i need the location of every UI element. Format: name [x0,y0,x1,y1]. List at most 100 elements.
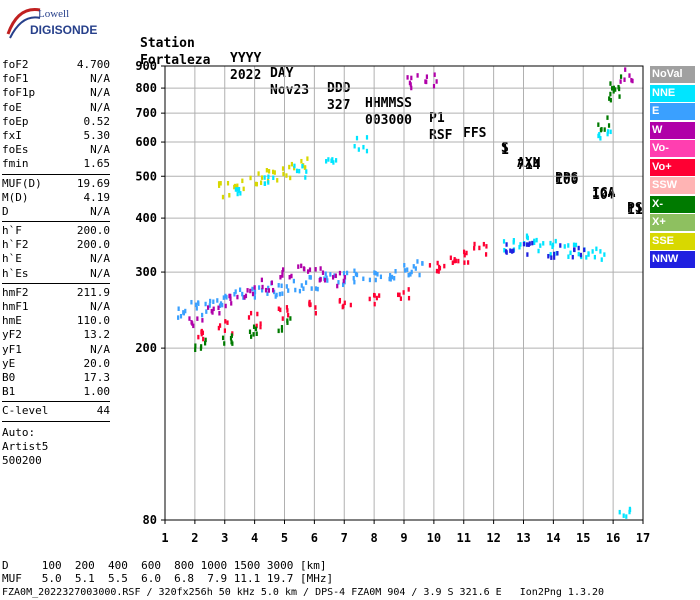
echo-point [551,244,554,250]
echo-point [622,513,625,518]
echo-point [177,306,180,311]
echo-point [297,264,300,269]
echo-point [286,320,289,325]
echo-point [624,67,627,72]
echo-point [252,324,256,330]
header-value-s: 1 [501,143,509,158]
params-divider [2,282,110,284]
param-value: N/A [90,86,110,100]
echo-point [473,241,476,247]
param-value: N/A [90,266,110,280]
echo-point [294,287,297,293]
param-row: hmF1 N/A [2,300,110,314]
echo-point [287,288,290,293]
y-tick-label: 200 [135,341,157,355]
echo-point [343,274,346,280]
echo-point [234,187,237,192]
echo-point [463,260,466,265]
echo-point [288,274,291,280]
echo-point [179,313,183,319]
logo-text-lowell: Lowell [38,8,70,20]
x-tick-label: 15 [576,531,590,545]
echo-point [277,283,280,288]
echo-point [226,320,229,325]
echo-point [306,269,310,274]
header-label-iga: IGA [592,186,616,201]
echo-point [224,319,227,324]
echo-point [261,284,264,290]
header-label-pps: PPS [555,171,579,186]
header-label-station: Station [140,36,195,51]
echo-point [505,242,508,247]
echo-point [549,240,552,246]
params-divider [2,420,110,422]
y-tick-label: 80 [143,513,157,527]
echo-point [247,315,251,320]
header-value-day: Nov23 [270,83,310,98]
echo-point [259,324,262,330]
echo-point [618,509,621,515]
echo-point [304,175,307,180]
echo-point [539,243,542,248]
echo-point [236,183,239,189]
echo-point [331,275,335,280]
header-label-hhmmss: HHMMSS [365,96,412,111]
echo-point [218,323,222,328]
echo-point [242,295,245,300]
echo-point [212,299,215,304]
echo-point [583,247,586,253]
param-row: h`F 200.0 [2,224,110,238]
echo-point [412,264,415,269]
param-row: h`Es N/A [2,267,110,281]
param-label: yF2 [2,328,22,342]
header-label-s: S [501,141,509,156]
echo-point [301,163,304,169]
param-label: h`F2 [2,238,29,252]
echo-point [271,287,275,293]
echo-point [221,335,225,341]
param-label: B1 [2,385,16,399]
echo-point [399,296,403,301]
echo-point [531,240,534,246]
echo-point [177,315,180,320]
echo-point [535,237,538,243]
param-value: N/A [90,300,110,313]
echo-point [409,272,412,277]
echo-point [248,329,252,335]
echo-point [281,273,284,278]
y-tick-label: 800 [135,81,157,95]
echo-point [599,249,602,254]
param-row: yF1 N/A [2,343,110,357]
param-value: N/A [90,100,110,114]
echo-point [254,326,258,332]
echo-point [357,147,360,152]
params-divider [2,221,110,223]
echo-point [571,254,574,260]
echo-point [202,336,205,342]
echo-point [255,331,258,337]
echo-point [337,280,340,285]
echo-point [244,293,248,299]
echo-point [352,275,355,281]
echo-point [425,74,429,79]
echo-point [482,241,485,247]
echo-point [298,168,301,174]
echo-point [314,267,317,272]
echo-point [393,276,396,281]
echo-point [259,321,262,326]
echo-point [547,253,550,259]
y-tick-label: 500 [135,169,157,183]
y-tick-label: 900 [135,59,157,73]
echo-point [394,269,397,274]
echo-point [326,278,329,283]
param-label: C-level [2,404,49,418]
echo-point [195,306,198,311]
echo-point [563,244,566,249]
param-row: foF2 4.700 [2,58,110,72]
echo-point [233,292,236,297]
x-tick-label: 6 [311,531,318,545]
echo-point [279,307,282,313]
echo-point [314,305,317,310]
echo-point [246,288,249,293]
echo-point [199,346,203,351]
